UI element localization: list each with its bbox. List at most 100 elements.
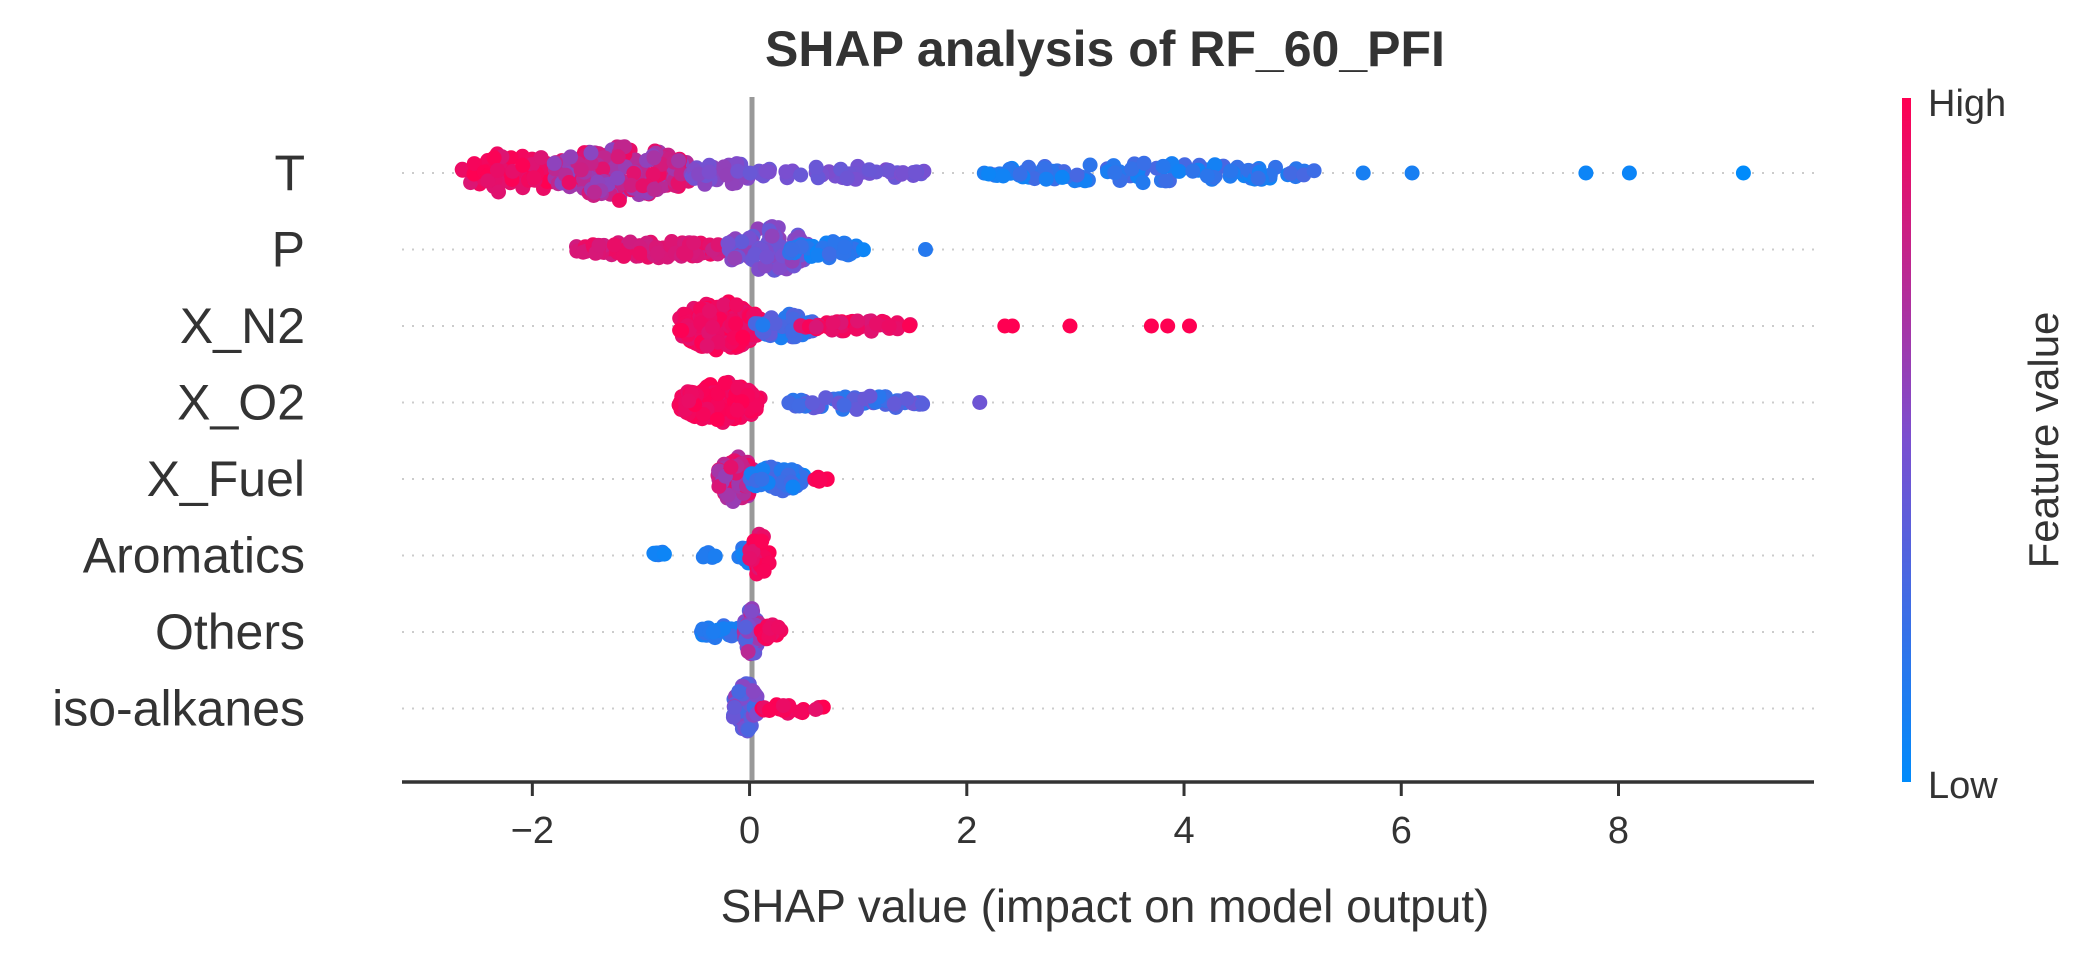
shap-point: [491, 184, 506, 200]
shap-point: [723, 459, 739, 475]
shap-point: [1182, 318, 1197, 334]
shap-point: [1143, 318, 1159, 334]
shap-point: [1004, 318, 1020, 334]
x-tick-label: 6: [1391, 810, 1412, 852]
shap-point: [626, 165, 642, 181]
shap-point: [775, 698, 791, 714]
shap-point: [754, 533, 770, 549]
shap-point: [623, 177, 639, 193]
shap-point: [740, 644, 756, 660]
shap-point: [918, 242, 933, 257]
shap-point: [705, 319, 720, 335]
shap-point: [1054, 169, 1070, 185]
x-tick-label: 2: [956, 810, 977, 852]
shap-point: [681, 393, 697, 409]
shap-point: [632, 245, 648, 261]
shap-point: [546, 155, 562, 171]
x-axis-ticks: −2 0 2 4 6 8: [511, 782, 1629, 852]
shap-point: [1158, 173, 1174, 189]
shap-point: [606, 237, 622, 253]
shap-point: [850, 313, 865, 329]
shap-point: [995, 168, 1011, 184]
shap-point: [674, 323, 690, 338]
shap-point: [595, 161, 611, 177]
shap-point: [1069, 167, 1085, 183]
shap-point: [727, 250, 743, 266]
shap-point: [720, 235, 736, 251]
x-axis-label: SHAP value (impact on model output): [721, 880, 1490, 932]
shap-point: [899, 391, 915, 407]
shap-point: [1124, 161, 1140, 177]
shap-point: [716, 297, 732, 313]
shap-point: [705, 624, 721, 640]
x-tick-label: 4: [1173, 810, 1194, 852]
shap-point: [611, 192, 627, 208]
shap-point: [754, 471, 770, 487]
shap-point: [821, 246, 837, 262]
shap-point: [591, 237, 607, 253]
x-tick-label: −2: [511, 810, 554, 852]
shap-point: [881, 162, 897, 178]
shap-point: [671, 153, 686, 169]
shap-point: [808, 159, 824, 175]
shap-point: [1135, 175, 1151, 191]
shap-point: [758, 163, 774, 179]
shap-point: [710, 386, 726, 402]
shap-point: [734, 234, 750, 250]
shap-point: [756, 563, 772, 579]
shap-point: [1250, 170, 1266, 186]
shap-point: [646, 150, 662, 166]
shap-point: [839, 170, 855, 186]
shap-point: [1082, 157, 1098, 173]
shap-point: [728, 316, 744, 332]
shap-point: [981, 166, 996, 182]
shap-point: [793, 167, 809, 183]
shap-point: [1160, 318, 1176, 334]
shap-point: [764, 228, 780, 244]
shap-points: [454, 139, 1751, 739]
chart-title: SHAP analysis of RF_60_PFI: [765, 21, 1445, 77]
shap-point: [701, 164, 717, 180]
shap-point: [755, 317, 771, 333]
shap-point: [1199, 168, 1215, 184]
shap-point: [1171, 163, 1187, 179]
shap-point: [533, 150, 549, 166]
shap-point: [825, 315, 841, 331]
shap-point: [610, 149, 626, 165]
colorbar-high-label: High: [1928, 83, 2006, 125]
feature-label: Aromatics: [83, 528, 305, 584]
shap-point: [881, 318, 897, 334]
feature-labels: TP X_N2 X_O2 X_Fuel Aromatics Others iso-alkan…: [52, 145, 305, 737]
shap-point: [1355, 165, 1371, 181]
shap-point: [836, 397, 852, 413]
shap-point: [1155, 158, 1171, 174]
shap-point: [480, 173, 496, 189]
shap-point: [837, 239, 853, 255]
shap-point: [778, 164, 794, 180]
shap-point: [902, 318, 917, 334]
shap-point: [886, 396, 902, 412]
shap-point: [784, 242, 800, 258]
shap-point: [561, 175, 577, 190]
shap-point: [707, 548, 723, 564]
shap-point: [486, 150, 502, 166]
shap-point: [1404, 165, 1420, 181]
shap-point: [645, 166, 661, 182]
shap-point: [573, 162, 589, 178]
shap-point: [586, 184, 602, 200]
shap-point: [583, 145, 599, 161]
shap-point: [731, 684, 747, 700]
shap-point: [695, 549, 711, 565]
shap-point: [1735, 165, 1751, 181]
shap-point: [709, 412, 725, 428]
shap-point: [869, 316, 884, 332]
feature-label: iso-alkanes: [52, 681, 305, 737]
shap-point: [1012, 166, 1028, 182]
shap-point: [808, 702, 824, 717]
shap-point: [747, 246, 763, 262]
shap-point: [742, 165, 758, 181]
shap-point: [729, 297, 744, 313]
shap-point: [812, 472, 828, 488]
shap-point: [466, 156, 482, 172]
